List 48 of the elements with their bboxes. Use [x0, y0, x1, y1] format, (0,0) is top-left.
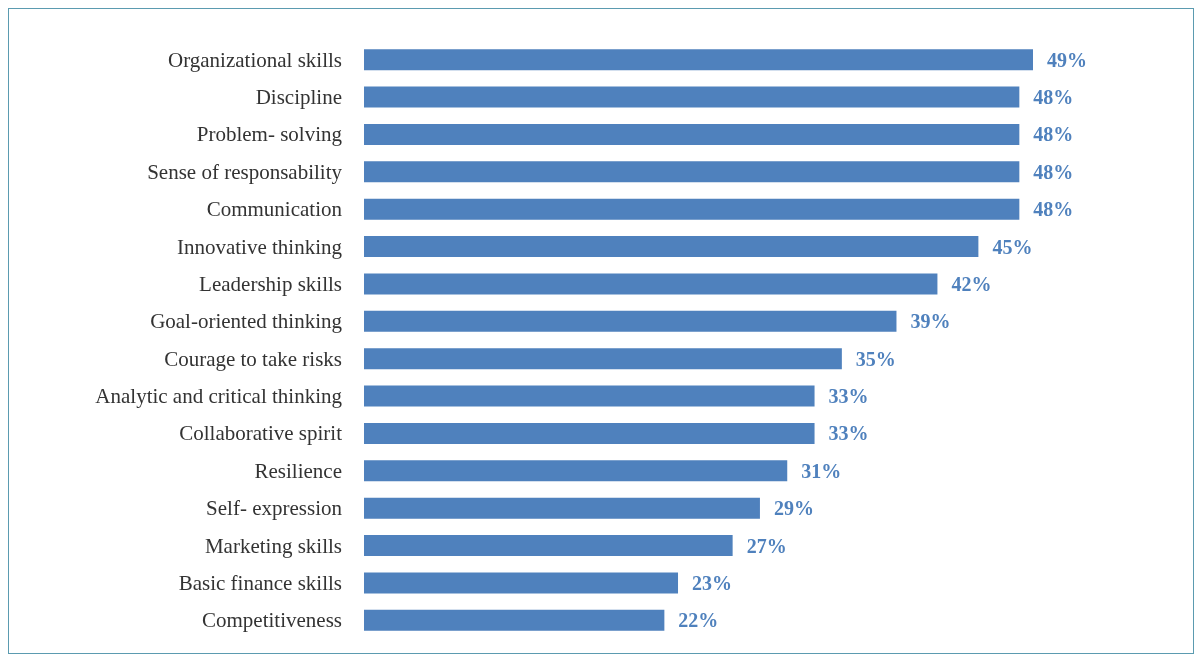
- bar: [364, 572, 679, 594]
- data-label: 22%: [678, 609, 719, 632]
- y-tick-label: Collaborative spirit: [179, 421, 343, 446]
- y-tick-label: Goal-oriented thinking: [150, 309, 343, 334]
- bar: [364, 273, 938, 295]
- y-tick-label: Organizational skills: [168, 47, 342, 72]
- bar: [364, 86, 1020, 108]
- data-label: 48%: [1033, 86, 1074, 109]
- y-tick-label: Innovative thinking: [176, 234, 343, 259]
- y-tick-label: Communication: [206, 197, 343, 222]
- bar: [364, 198, 1020, 220]
- bar: [364, 310, 897, 332]
- y-tick-label: Basic finance skills: [178, 570, 342, 595]
- bar: [364, 161, 1020, 183]
- data-label: 48%: [1033, 123, 1074, 146]
- y-tick-label: Courage to take risks: [164, 346, 342, 371]
- data-label: 45%: [992, 235, 1033, 258]
- bar: [364, 460, 788, 482]
- y-tick-label: Marketing skills: [204, 533, 342, 558]
- data-label: 27%: [746, 534, 787, 557]
- data-label: 33%: [828, 422, 869, 445]
- bar: [364, 609, 665, 631]
- bar: [364, 49, 1033, 71]
- y-tick-label: Discipline: [255, 85, 342, 110]
- data-label: 23%: [692, 571, 733, 594]
- y-tick-label: Resilience: [254, 458, 342, 483]
- bar: [364, 535, 733, 557]
- bar: [364, 348, 842, 370]
- data-label: 31%: [801, 459, 842, 482]
- bar: [364, 236, 979, 258]
- data-label: 39%: [910, 310, 951, 333]
- y-tick-label: Sense of responsability: [147, 159, 343, 184]
- bar: [364, 497, 760, 519]
- data-label: 29%: [773, 497, 814, 520]
- data-label: 49%: [1047, 48, 1087, 71]
- bar: [364, 385, 815, 407]
- data-label: 33%: [828, 385, 869, 408]
- data-label: 42%: [951, 272, 992, 295]
- y-tick-label: Competitiveness: [202, 608, 342, 633]
- data-label: 35%: [855, 347, 896, 370]
- data-label: 48%: [1033, 160, 1074, 183]
- bar: [364, 123, 1020, 145]
- y-tick-label: Leadership skills: [199, 271, 342, 296]
- y-tick-label: Self- expression: [206, 496, 343, 521]
- data-label: 48%: [1033, 198, 1074, 221]
- y-tick-label: Analytic and critical thinking: [95, 384, 343, 409]
- y-tick-label: Problem- solving: [196, 122, 343, 147]
- bar: [364, 422, 815, 444]
